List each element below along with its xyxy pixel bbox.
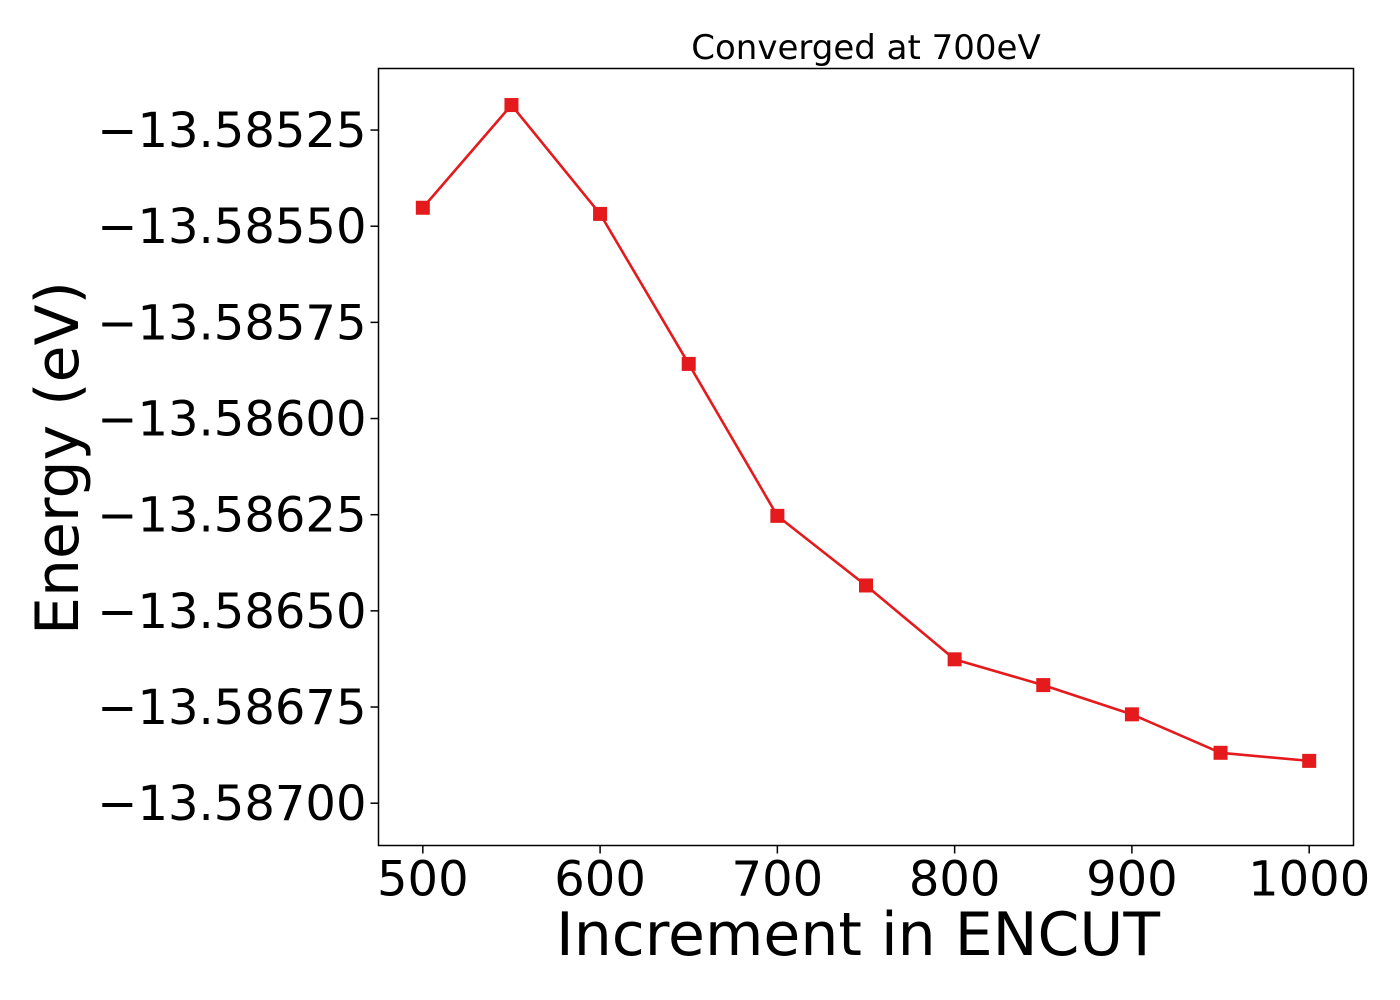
- data-point-marker: [859, 578, 873, 593]
- data-point-marker: [770, 508, 785, 523]
- y-tick-label: −13.58600: [97, 392, 366, 448]
- x-tick-label: 600: [554, 852, 646, 908]
- chart-title: Converged at 700eV: [691, 28, 1040, 68]
- y-tick-label: −13.58525: [97, 103, 366, 159]
- data-point-marker: [593, 206, 608, 221]
- data-point-marker: [1302, 753, 1317, 768]
- data-point-marker: [947, 652, 962, 667]
- y-tick-label: −13.58700: [97, 776, 366, 832]
- data-point-marker: [504, 98, 519, 113]
- y-tick-label: −13.58575: [97, 295, 366, 351]
- y-axis-ticks: −13.58525 −13.58550 −13.58575 −13.58600 −13.…: [97, 103, 379, 832]
- plot-frame: [377, 67, 1355, 847]
- data-point-marker: [1213, 745, 1228, 760]
- data-point-marker: [415, 200, 430, 215]
- x-tick-label: 500: [377, 852, 469, 908]
- x-axis-title: Increment in ENCUT: [556, 900, 1160, 970]
- y-tick-label: −13.58550: [97, 199, 366, 255]
- data-point-marker: [681, 356, 696, 371]
- y-tick-label: −13.58650: [97, 584, 366, 640]
- y-tick-label: −13.58675: [97, 680, 366, 736]
- x-tick-label: 700: [732, 852, 824, 908]
- x-axis-ticks: 500 600 700 800 900 1000: [377, 845, 1370, 908]
- x-tick-label: 900: [1086, 852, 1178, 908]
- data-point-marker: [1036, 678, 1051, 693]
- data-point-marker: [1124, 707, 1139, 722]
- x-tick-label: 800: [909, 852, 1001, 908]
- x-tick-label: 1000: [1248, 852, 1370, 908]
- y-axis-title: Energy (eV): [23, 281, 93, 635]
- y-tick-label: −13.58625: [97, 488, 366, 544]
- series-layer: [415, 98, 1317, 768]
